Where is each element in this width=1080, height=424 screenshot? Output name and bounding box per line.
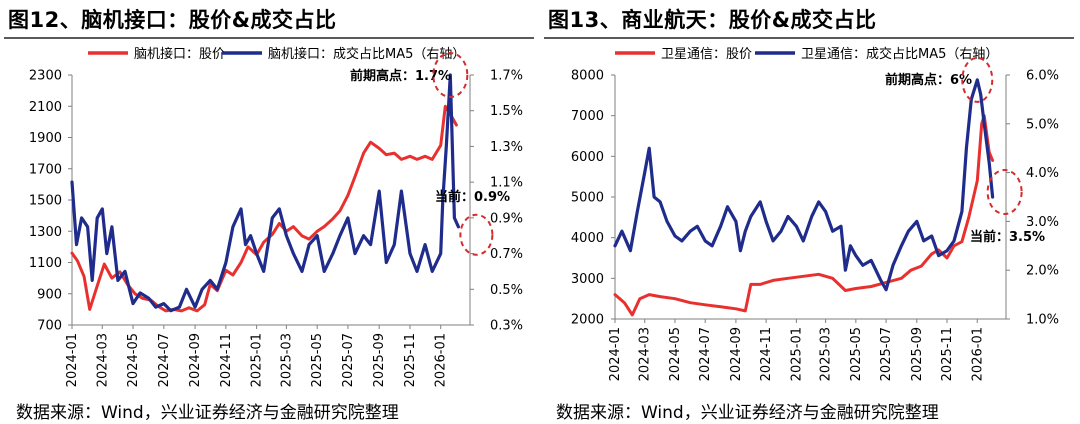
annotation-dashed-circle [961, 56, 994, 103]
turnover-ratio-series-line [613, 78, 995, 292]
right-axis-tick-label: 0.9% [490, 211, 523, 226]
x-axis-tick-label: 2025-01 [250, 333, 265, 387]
x-axis-tick-label: 2024-11 [219, 333, 234, 387]
left-axis-tick-label: 3000 [571, 272, 604, 287]
annotation-current: 当前：3.5% [970, 229, 1045, 245]
x-axis-tick-label: 2025-11 [403, 333, 418, 387]
left-axis-tick-label: 1900 [29, 131, 62, 146]
x-axis-tick-label: 2024-03 [95, 333, 110, 387]
left-axis-tick-label: 2000 [571, 313, 604, 328]
x-axis-tick-label: 2024-03 [638, 327, 653, 381]
left-axis-tick-label: 7000 [571, 109, 604, 124]
right-axis-tick-label: 1.0% [1026, 313, 1059, 328]
left-axis-tick-label: 1500 [29, 194, 62, 209]
right-axis-tick-label: 1.1% [490, 176, 523, 191]
figure-title: 图12、脑机接口：股价&成交占比 [8, 8, 337, 32]
x-axis-tick-label: 2025-05 [310, 333, 325, 387]
left-axis-tick-label: 8000 [571, 69, 604, 84]
annotation-dashed-circle [432, 52, 469, 98]
left-axis-tick-label: 700 [37, 319, 62, 334]
x-axis-tick-label: 2025-07 [879, 327, 894, 381]
left-axis-tick-label: 900 [37, 287, 62, 302]
right-axis-tick-label: 3.0% [1026, 215, 1059, 230]
right-axis-tick-label: 4.0% [1026, 166, 1059, 181]
legend-label: 卫星通信：股价 [661, 47, 752, 62]
annotation-current: 当前：0.9% [435, 189, 510, 205]
turnover-ratio-series-line [70, 73, 460, 313]
x-axis-tick-label: 2025-07 [341, 333, 356, 387]
right-axis-tick-label: 1.5% [490, 104, 523, 119]
right-axis-tick-label: 0.3% [490, 319, 523, 334]
annotation-dashed-circle [459, 213, 494, 256]
data-source: 数据来源：Wind，兴业证券经济与金融研究院整理 [556, 403, 939, 423]
legend-label: 脑机接口：成交占比MA5（右轴） [268, 46, 465, 62]
chart-commercial-aerospace: 2000 3000 4000 5000 6000 7000 8000 1.0% 2.0% 3.0%… [571, 46, 1059, 381]
x-axis-tick-label: 2025-11 [940, 327, 955, 381]
figure-title: 图13、商业航天：股价&成交占比 [548, 8, 877, 32]
data-source: 数据来源：Wind，兴业证券经济与金融研究院整理 [16, 403, 399, 423]
title-rule [4, 37, 534, 39]
legend-label: 卫星通信：成交占比MA5（右轴） [801, 46, 998, 62]
x-axis-tick-label: 2025-09 [372, 333, 387, 387]
title-rule [544, 37, 1074, 39]
x-axis-tick-label: 2025-03 [819, 327, 834, 381]
left-axis-tick-label: 1300 [29, 225, 62, 240]
x-axis-tick-label: 2025-01 [789, 327, 804, 381]
right-axis-tick-label: 5.0% [1026, 117, 1059, 132]
left-axis-tick-label: 2300 [29, 69, 62, 84]
legend-label: 脑机接口：股价 [134, 46, 225, 62]
left-axis-tick-label: 6000 [571, 150, 604, 165]
right-axis-tick-label: 0.5% [490, 283, 523, 298]
left-axis-tick-label: 2100 [29, 100, 62, 115]
x-axis-tick-label: 2024-07 [698, 327, 713, 381]
x-axis-tick-label: 2024-01 [65, 333, 80, 387]
left-axis-tick-label: 1100 [29, 256, 62, 271]
x-axis-tick-label: 2024-05 [668, 327, 683, 381]
x-axis-tick-label: 2025-09 [910, 327, 925, 381]
x-axis-tick-label: 2024-07 [157, 333, 172, 387]
left-axis-tick-label: 5000 [571, 191, 604, 206]
right-axis-tick-label: 0.7% [490, 247, 523, 262]
figure-brain-computer-interface: 图12、脑机接口：股价&成交占比 700 900 1100 1300 1500 1700 1… [4, 8, 534, 423]
figure-commercial-aerospace: 图13、商业航天：股价&成交占比 2000 3000 4000 5000 6000 700… [540, 0, 1080, 424]
right-axis-tick-label: 6.0% [1026, 69, 1059, 84]
annotation-previous-high: 前期高点：1.7% [350, 68, 451, 84]
annotation-previous-high: 前期高点：6% [885, 72, 972, 88]
price-series-line [70, 104, 458, 313]
x-axis-tick-label: 2024-01 [608, 327, 623, 381]
x-axis-tick-label: 2026-01 [970, 327, 985, 381]
right-axis-tick-label: 2.0% [1026, 264, 1059, 279]
price-series-line [613, 114, 995, 317]
annotation-dashed-circle [986, 169, 1023, 215]
left-axis-tick-label: 1700 [29, 162, 62, 177]
x-axis-tick-label: 2024-09 [188, 333, 203, 387]
x-axis-tick-label: 2026-01 [434, 333, 449, 387]
right-axis-tick-label: 1.3% [490, 140, 523, 155]
x-axis-tick-label: 2024-09 [729, 327, 744, 381]
x-axis-tick-label: 2024-11 [759, 327, 774, 381]
x-axis-tick-label: 2024-05 [126, 333, 141, 387]
x-axis-tick-label: 2025-05 [849, 327, 864, 381]
chart-brain-computer-interface: 700 900 1100 1300 1500 1700 1900 2100 2300 0.3% 0.… [29, 46, 523, 387]
right-axis-tick-label: 1.7% [490, 69, 523, 84]
left-axis-tick-label: 4000 [571, 231, 604, 246]
x-axis-tick-label: 2025-03 [279, 333, 294, 387]
